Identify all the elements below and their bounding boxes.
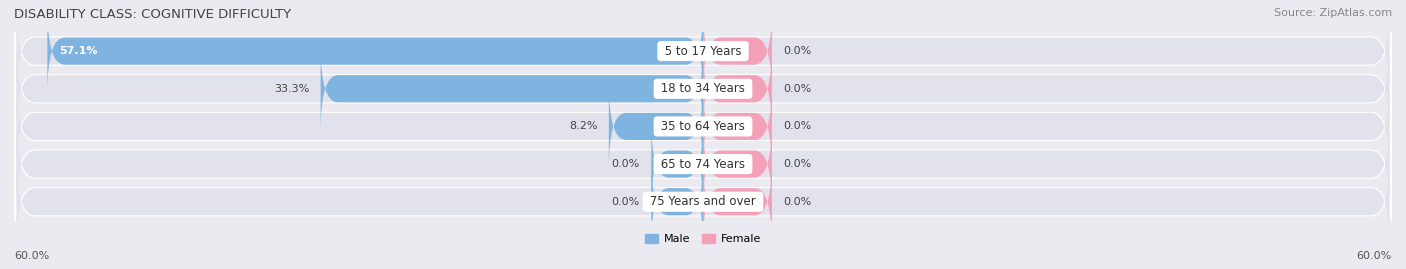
- Text: 5 to 17 Years: 5 to 17 Years: [661, 45, 745, 58]
- Text: 65 to 74 Years: 65 to 74 Years: [657, 158, 749, 171]
- FancyBboxPatch shape: [703, 159, 772, 245]
- FancyBboxPatch shape: [14, 0, 1392, 104]
- FancyBboxPatch shape: [17, 4, 1389, 98]
- Text: 35 to 64 Years: 35 to 64 Years: [657, 120, 749, 133]
- Text: 8.2%: 8.2%: [569, 121, 598, 132]
- FancyBboxPatch shape: [703, 46, 772, 132]
- Text: Source: ZipAtlas.com: Source: ZipAtlas.com: [1274, 8, 1392, 18]
- Text: 33.3%: 33.3%: [274, 84, 309, 94]
- FancyBboxPatch shape: [703, 8, 772, 94]
- FancyBboxPatch shape: [14, 111, 1392, 217]
- FancyBboxPatch shape: [14, 36, 1392, 142]
- Text: 0.0%: 0.0%: [783, 197, 811, 207]
- FancyBboxPatch shape: [651, 159, 703, 245]
- FancyBboxPatch shape: [651, 121, 703, 207]
- Text: 0.0%: 0.0%: [612, 197, 640, 207]
- Text: 18 to 34 Years: 18 to 34 Years: [657, 82, 749, 95]
- FancyBboxPatch shape: [14, 73, 1392, 179]
- FancyBboxPatch shape: [321, 46, 703, 132]
- Legend: Male, Female: Male, Female: [641, 229, 765, 249]
- Text: 0.0%: 0.0%: [612, 159, 640, 169]
- FancyBboxPatch shape: [703, 83, 772, 169]
- Text: 57.1%: 57.1%: [59, 46, 97, 56]
- FancyBboxPatch shape: [17, 42, 1389, 136]
- Text: DISABILITY CLASS: COGNITIVE DIFFICULTY: DISABILITY CLASS: COGNITIVE DIFFICULTY: [14, 8, 291, 21]
- Text: 0.0%: 0.0%: [783, 159, 811, 169]
- FancyBboxPatch shape: [703, 121, 772, 207]
- Text: 60.0%: 60.0%: [14, 251, 49, 261]
- FancyBboxPatch shape: [17, 80, 1389, 173]
- Text: 0.0%: 0.0%: [783, 46, 811, 56]
- FancyBboxPatch shape: [48, 8, 703, 94]
- Text: 60.0%: 60.0%: [1357, 251, 1392, 261]
- Text: 75 Years and over: 75 Years and over: [647, 195, 759, 208]
- Text: 0.0%: 0.0%: [783, 121, 811, 132]
- Text: 0.0%: 0.0%: [783, 84, 811, 94]
- FancyBboxPatch shape: [17, 117, 1389, 211]
- FancyBboxPatch shape: [17, 155, 1389, 249]
- FancyBboxPatch shape: [14, 149, 1392, 255]
- FancyBboxPatch shape: [609, 83, 703, 169]
